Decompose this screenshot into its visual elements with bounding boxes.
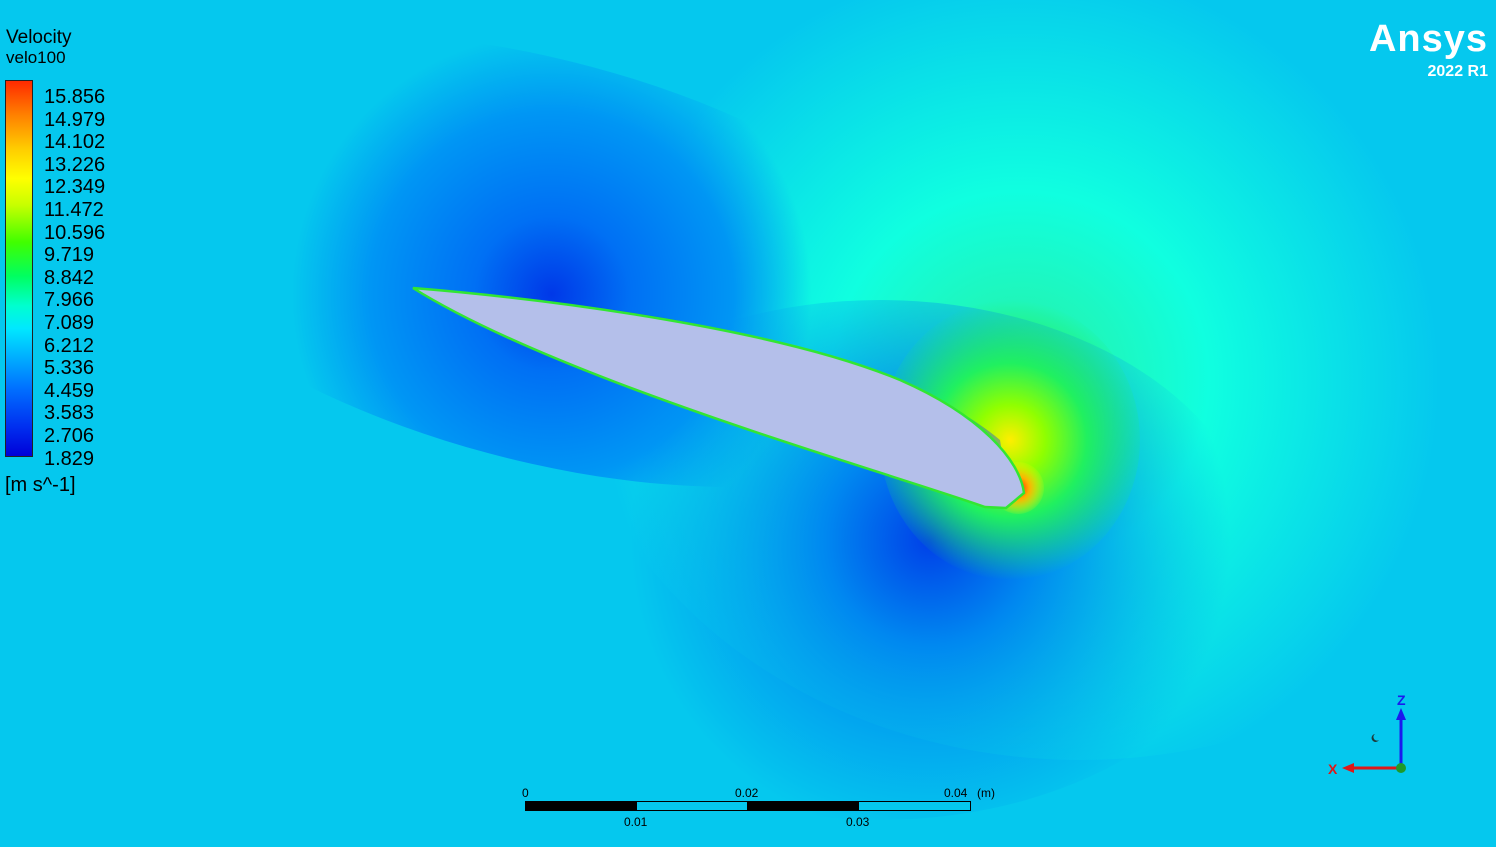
- scale-bar: 0 0.02 0.04 (m) 0.01 0.03: [522, 782, 995, 829]
- scale-segment: [636, 801, 748, 811]
- legend-tick: 14.979: [44, 108, 106, 131]
- scale-label: 0: [522, 786, 529, 800]
- brand-name: Ansys: [1368, 18, 1488, 60]
- scale-segment: [747, 801, 859, 811]
- legend-tick: 6.212: [44, 334, 95, 357]
- legend-tick: 3.583: [44, 402, 95, 425]
- ansys-logo: Ansys 2022 R1: [1369, 20, 1488, 82]
- color-scale-bar: [5, 80, 33, 457]
- scale-segment: [858, 801, 971, 811]
- legend-tick: 7.089: [44, 311, 95, 334]
- scale-label: 0.02: [735, 786, 759, 800]
- brand-version: 2022 R1: [1427, 63, 1489, 80]
- legend-tick: 7.966: [44, 289, 95, 312]
- z-axis-label: Z: [1397, 692, 1406, 708]
- scale-segment: [525, 801, 637, 811]
- legend-tick: 14.102: [44, 131, 106, 154]
- scale-label: 0.01: [624, 815, 648, 829]
- axis-triad: Z X: [1328, 692, 1406, 777]
- legend-title: Velocity: [6, 27, 72, 48]
- legend-tick: 9.719: [44, 244, 95, 267]
- scale-unit: (m): [977, 786, 995, 800]
- legend-tick: 11.472: [44, 198, 104, 221]
- legend-tick: 4.459: [44, 379, 95, 402]
- legend-tick: 2.706: [44, 424, 95, 447]
- legend-tick: 15.856: [44, 86, 106, 108]
- legend-tick: 10.596: [44, 221, 106, 244]
- legend-tick: 1.829: [44, 447, 95, 470]
- legend-tick: 12.349: [44, 176, 106, 199]
- legend-tick-list: 15.856 14.979 14.102 13.226 12.349 11.47…: [44, 86, 105, 470]
- legend-units: [m s^-1]: [5, 474, 76, 496]
- legend-tick: 13.226: [44, 153, 106, 176]
- scale-label: 0.03: [846, 815, 870, 829]
- legend-tick: 5.336: [44, 357, 95, 380]
- x-axis-label: X: [1328, 761, 1338, 777]
- legend-tick: 8.842: [44, 266, 95, 289]
- legend-variable-name: velo100: [6, 48, 66, 67]
- scale-label: 0.04: [944, 786, 968, 800]
